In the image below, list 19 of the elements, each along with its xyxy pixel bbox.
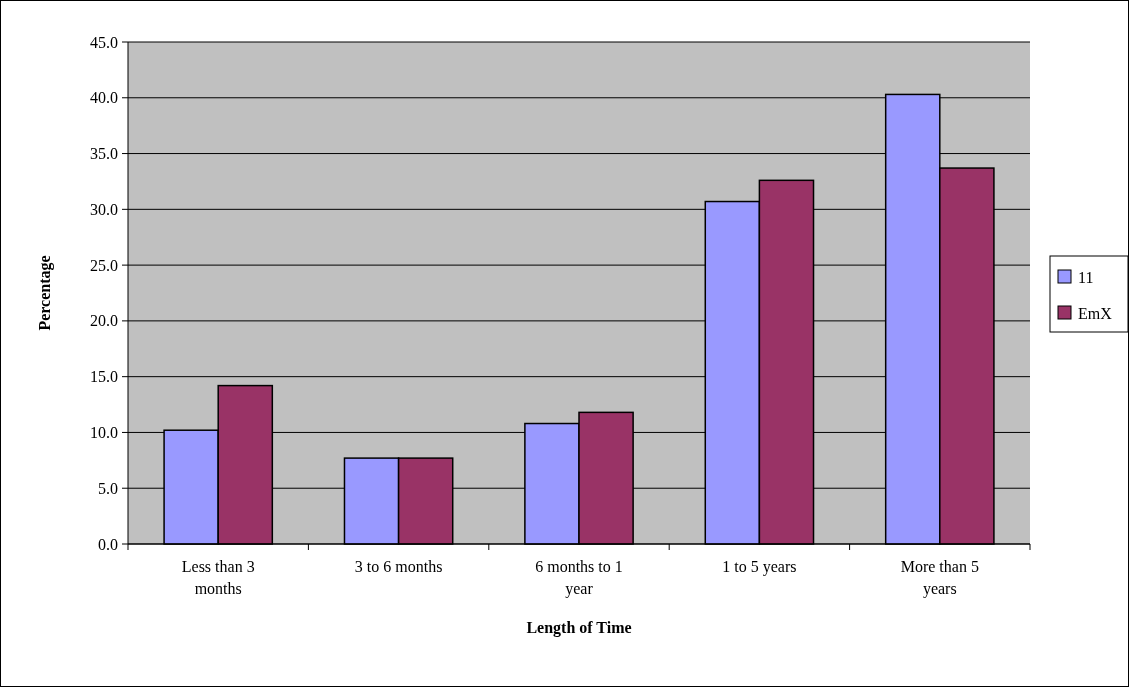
y-tick-label: 40.0 [90, 89, 118, 107]
y-tick-label: 25.0 [90, 256, 118, 274]
x-tick-label: 6 months to 1 year [535, 558, 623, 598]
y-tick-label: 10.0 [90, 424, 118, 442]
y-tick-label: 30.0 [90, 200, 118, 218]
legend-label: EmX [1078, 304, 1113, 322]
x-tick-label: 3 to 6 months [354, 558, 443, 575]
y-tick-label: 45.0 [90, 33, 118, 51]
legend-label: 11 [1078, 268, 1094, 286]
x-tick-label: 1 to 5 years [722, 558, 797, 576]
x-axis-title: Length of Time [526, 619, 632, 637]
y-tick-label: 5.0 [98, 479, 118, 497]
y-tick-label: 15.0 [90, 368, 118, 386]
x-tick-label: Less than 3 months [181, 558, 255, 597]
y-tick-label: 0.0 [98, 535, 118, 553]
x-tick-label: More than 5 years [900, 558, 979, 598]
y-axis-title: Percentage [36, 255, 54, 331]
y-tick-label: 35.0 [90, 145, 118, 163]
y-tick-label: 20.0 [90, 312, 118, 330]
